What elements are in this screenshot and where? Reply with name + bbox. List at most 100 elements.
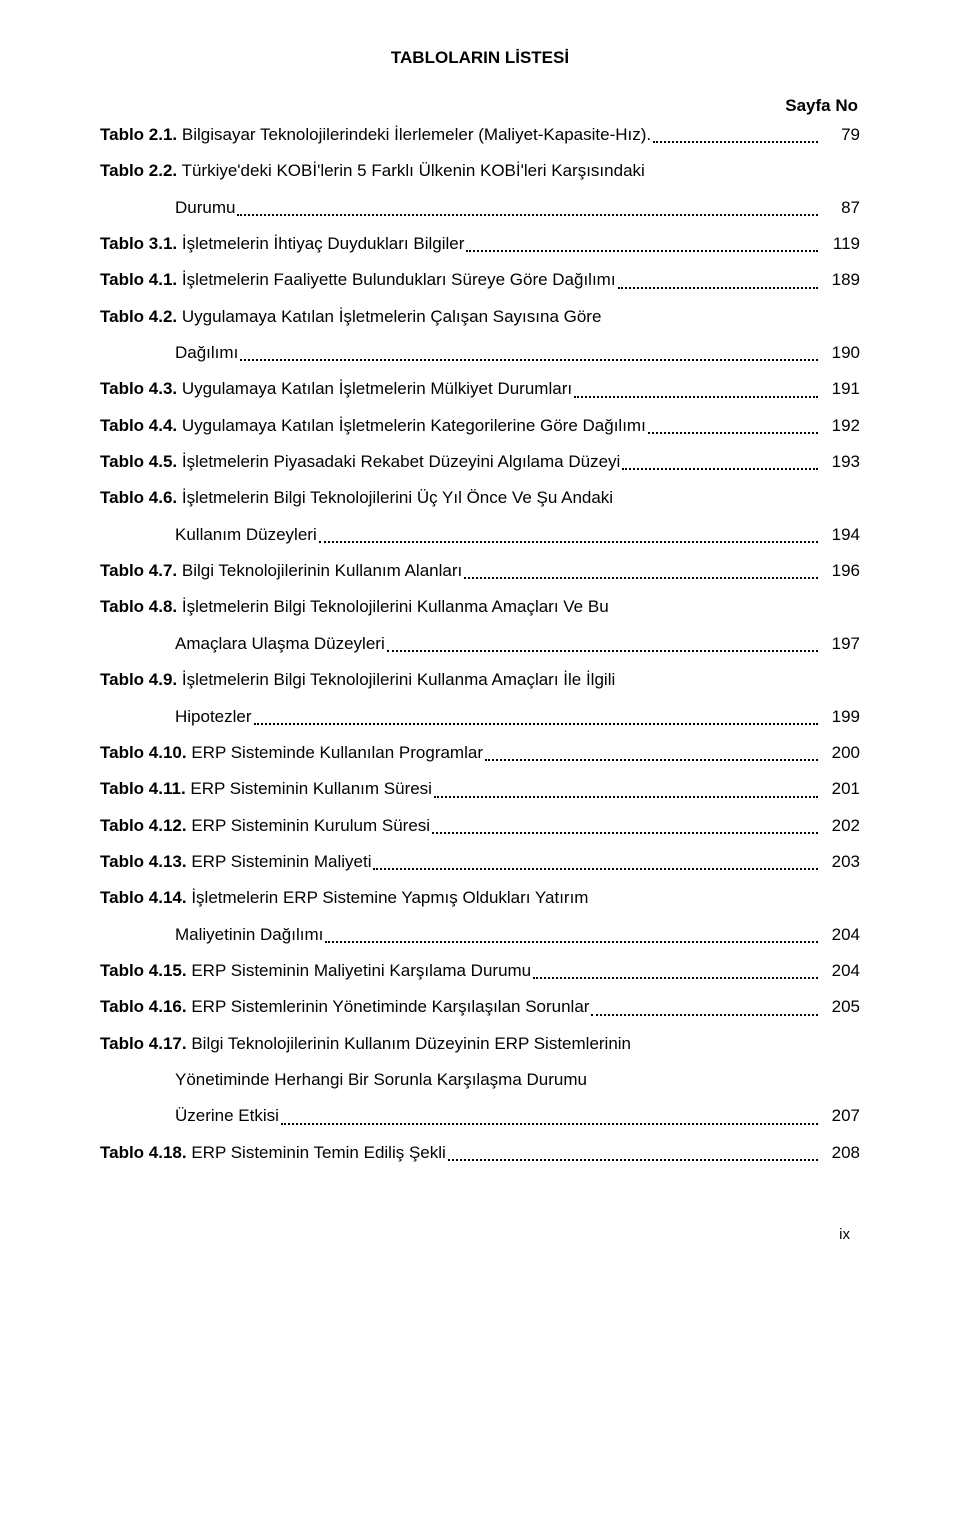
- toc-continuation-text: Amaçlara Ulaşma Düzeyleri: [175, 631, 385, 657]
- toc-entry-text: Tablo 4.13. ERP Sisteminin Maliyeti: [100, 849, 371, 875]
- toc-entry-desc: İşletmelerin Bilgi Teknolojilerini Üç Yı…: [177, 488, 613, 507]
- toc-leader: [432, 832, 818, 834]
- toc-entry-desc: Bilgi Teknolojilerinin Kullanım Alanları: [177, 561, 462, 580]
- toc-leader: [325, 941, 818, 943]
- toc-entry-label: Tablo 4.15.: [100, 961, 187, 980]
- toc-entry: Tablo 4.8. İşletmelerin Bilgi Teknolojil…: [100, 594, 860, 620]
- toc-entry-label: Tablo 4.2.: [100, 307, 177, 326]
- toc-leader: [648, 432, 818, 434]
- toc-leader: [615, 506, 818, 507]
- toc-leader: [653, 141, 818, 143]
- toc-entry-text: Tablo 4.12. ERP Sisteminin Kurulum Süres…: [100, 813, 430, 839]
- toc-entry-desc: İşletmelerin Bilgi Teknolojilerini Kulla…: [177, 597, 609, 616]
- toc-leader: [240, 359, 818, 361]
- toc-page-number: 205: [822, 994, 860, 1020]
- toc-entry: Tablo 3.1. İşletmelerin İhtiyaç Duydukla…: [100, 231, 860, 257]
- toc-continuation-text: Yönetiminde Herhangi Bir Sorunla Karşıla…: [175, 1067, 587, 1093]
- toc-leader: [633, 1051, 818, 1052]
- toc-entry-label: Tablo 3.1.: [100, 234, 177, 253]
- toc-page-number: 207: [822, 1103, 860, 1129]
- toc-leader: [464, 577, 818, 579]
- toc-entry-label: Tablo 4.14.: [100, 888, 187, 907]
- toc-entry-label: Tablo 4.4.: [100, 416, 177, 435]
- toc-entry-label: Tablo 4.8.: [100, 597, 177, 616]
- toc-entry: Tablo 4.14. İşletmelerin ERP Sistemine Y…: [100, 885, 860, 911]
- toc-entry: Tablo 4.17. Bilgi Teknolojilerinin Kulla…: [100, 1031, 860, 1057]
- toc-entry-text: Tablo 4.2. Uygulamaya Katılan İşletmeler…: [100, 304, 601, 330]
- toc-entry-label: Tablo 2.1.: [100, 125, 177, 144]
- toc-entry: Tablo 4.5. İşletmelerin Piyasadaki Rekab…: [100, 449, 860, 475]
- toc-leader: [647, 179, 818, 180]
- toc-entry-text: Tablo 4.7. Bilgi Teknolojilerinin Kullan…: [100, 558, 462, 584]
- toc-leader: [617, 688, 818, 689]
- toc-entry-label: Tablo 4.7.: [100, 561, 177, 580]
- toc-entry-continuation: Yönetiminde Herhangi Bir Sorunla Karşıla…: [100, 1067, 860, 1093]
- toc-entry-continuation: Durumu87: [100, 195, 860, 221]
- toc-leader: [574, 396, 818, 398]
- toc-page-number: 204: [822, 958, 860, 984]
- toc-entry-desc: ERP Sisteminin Kullanım Süresi: [186, 779, 432, 798]
- toc-entry-label: Tablo 2.2.: [100, 161, 177, 180]
- toc-entry-desc: Türkiye'deki KOBİ'lerin 5 Farklı Ülkenin…: [177, 161, 645, 180]
- toc-page-number: 200: [822, 740, 860, 766]
- toc-entry-continuation: Hipotezler199: [100, 704, 860, 730]
- toc-entry-text: Tablo 2.1. Bilgisayar Teknolojilerindeki…: [100, 122, 651, 148]
- toc-entry-label: Tablo 4.13.: [100, 852, 187, 871]
- toc-entry-desc: ERP Sisteminin Maliyetini Karşılama Duru…: [187, 961, 532, 980]
- toc-entry-label: Tablo 4.9.: [100, 670, 177, 689]
- toc-entry-label: Tablo 4.17.: [100, 1034, 187, 1053]
- document-title: TABLOLARIN LİSTESİ: [100, 48, 860, 68]
- toc-entry-text: Tablo 4.8. İşletmelerin Bilgi Teknolojil…: [100, 594, 609, 620]
- toc-entry: Tablo 4.10. ERP Sisteminde Kullanılan Pr…: [100, 740, 860, 766]
- toc-entry-text: Tablo 4.1. İşletmelerin Faaliyette Bulun…: [100, 267, 616, 293]
- toc-leader: [434, 796, 818, 798]
- toc-entries: Tablo 2.1. Bilgisayar Teknolojilerindeki…: [100, 122, 860, 1166]
- toc-entry-text: Tablo 4.10. ERP Sisteminde Kullanılan Pr…: [100, 740, 483, 766]
- toc-leader: [485, 759, 818, 761]
- toc-entry-desc: Uygulamaya Katılan İşletmelerin Çalışan …: [177, 307, 601, 326]
- toc-entry-text: Tablo 4.16. ERP Sistemlerinin Yönetimind…: [100, 994, 589, 1020]
- toc-leader: [589, 1087, 818, 1088]
- toc-entry-text: Tablo 2.2. Türkiye'deki KOBİ'lerin 5 Far…: [100, 158, 645, 184]
- toc-entry-desc: ERP Sisteminin Maliyeti: [187, 852, 372, 871]
- toc-entry-text: Tablo 4.11. ERP Sisteminin Kullanım Süre…: [100, 776, 432, 802]
- toc-entry-desc: Uygulamaya Katılan İşletmelerin Mülkiyet…: [177, 379, 572, 398]
- toc-entry-label: Tablo 4.6.: [100, 488, 177, 507]
- toc-page-number: 202: [822, 813, 860, 839]
- toc-entry-label: Tablo 4.16.: [100, 997, 187, 1016]
- toc-leader: [590, 906, 818, 907]
- toc-entry: Tablo 4.7. Bilgi Teknolojilerinin Kullan…: [100, 558, 860, 584]
- toc-page-number: 194: [822, 522, 860, 548]
- toc-continuation-text: Kullanım Düzeyleri: [175, 522, 317, 548]
- toc-leader: [448, 1159, 818, 1161]
- footer-page-number: ix: [100, 1226, 860, 1243]
- toc-continuation-text: Üzerine Etkisi: [175, 1103, 279, 1129]
- toc-entry: Tablo 4.6. İşletmelerin Bilgi Teknolojil…: [100, 485, 860, 511]
- toc-entry-text: Tablo 3.1. İşletmelerin İhtiyaç Duydukla…: [100, 231, 464, 257]
- toc-page-number: 193: [822, 449, 860, 475]
- toc-entry-text: Tablo 4.6. İşletmelerin Bilgi Teknolojil…: [100, 485, 613, 511]
- toc-entry-desc: ERP Sisteminin Temin Ediliş Şekli: [187, 1143, 446, 1162]
- toc-entry-label: Tablo 4.3.: [100, 379, 177, 398]
- toc-page-number: 119: [822, 231, 860, 257]
- toc-entry-label: Tablo 4.12.: [100, 816, 187, 835]
- toc-entry: Tablo 4.9. İşletmelerin Bilgi Teknolojil…: [100, 667, 860, 693]
- toc-leader: [611, 615, 818, 616]
- toc-entry-continuation: Amaçlara Ulaşma Düzeyleri197: [100, 631, 860, 657]
- toc-entry-label: Tablo 4.10.: [100, 743, 187, 762]
- toc-entry: Tablo 4.4. Uygulamaya Katılan İşletmeler…: [100, 413, 860, 439]
- toc-entry: Tablo 4.1. İşletmelerin Faaliyette Bulun…: [100, 267, 860, 293]
- toc-entry-desc: İşletmelerin Bilgi Teknolojilerini Kulla…: [177, 670, 615, 689]
- toc-entry-desc: ERP Sistemlerinin Yönetiminde Karşılaşıl…: [187, 997, 590, 1016]
- toc-entry-desc: İşletmelerin ERP Sistemine Yapmış Oldukl…: [187, 888, 589, 907]
- toc-entry-label: Tablo 4.11.: [100, 779, 186, 798]
- toc-entry: Tablo 2.1. Bilgisayar Teknolojilerindeki…: [100, 122, 860, 148]
- toc-leader: [254, 723, 818, 725]
- toc-entry: Tablo 2.2. Türkiye'deki KOBİ'lerin 5 Far…: [100, 158, 860, 184]
- toc-leader: [533, 977, 818, 979]
- toc-entry: Tablo 4.12. ERP Sisteminin Kurulum Süres…: [100, 813, 860, 839]
- toc-entry-text: Tablo 4.9. İşletmelerin Bilgi Teknolojil…: [100, 667, 615, 693]
- toc-leader: [466, 250, 818, 252]
- toc-entry-text: Tablo 4.18. ERP Sisteminin Temin Ediliş …: [100, 1140, 446, 1166]
- toc-entry-desc: Uygulamaya Katılan İşletmelerin Kategori…: [177, 416, 646, 435]
